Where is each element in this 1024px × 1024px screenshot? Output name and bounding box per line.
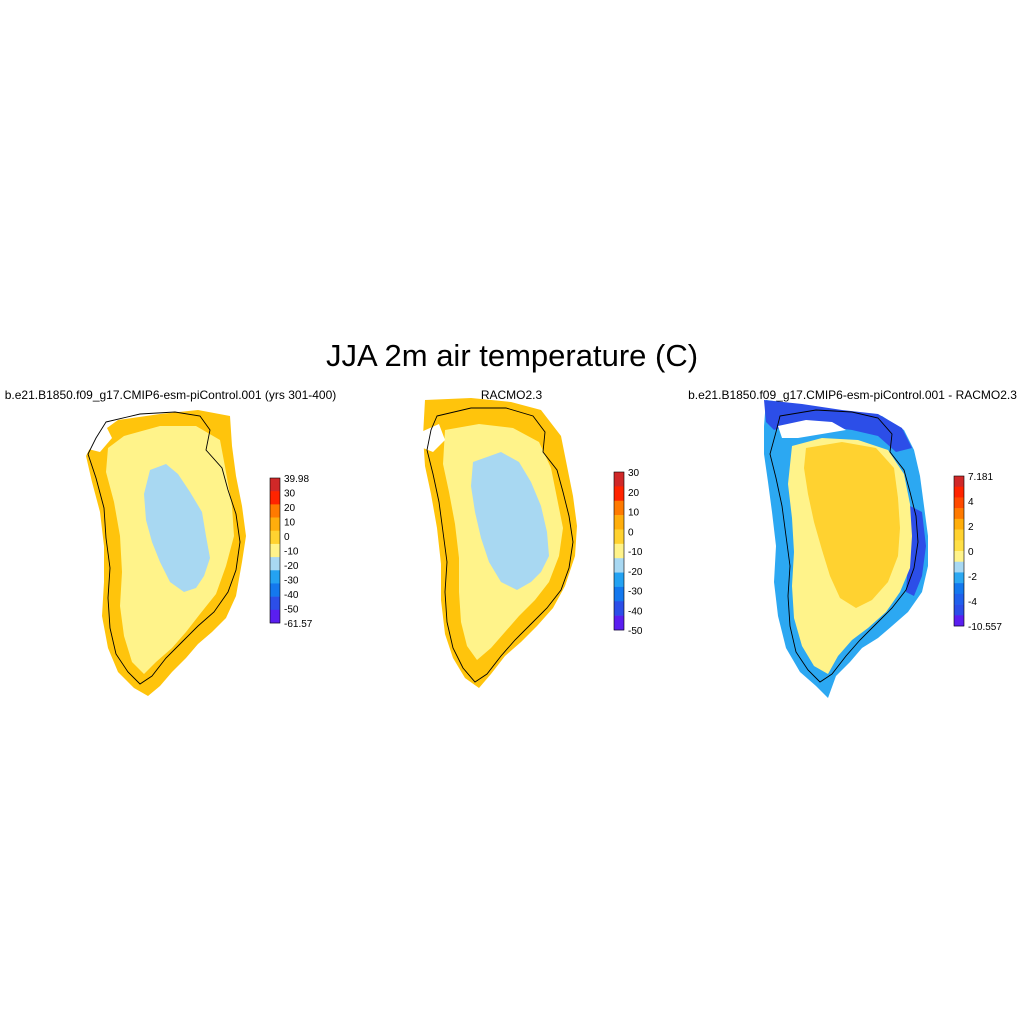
colorbar-swatch xyxy=(614,500,624,516)
colorbar-swatch xyxy=(614,615,624,631)
colorbar-swatch xyxy=(614,601,624,616)
colorbar-swatch xyxy=(614,543,624,559)
colorbar-tick-label: 20 xyxy=(628,488,640,499)
colorbar-frame xyxy=(269,477,281,624)
colorbar: 7.181 4 2 0 -2 -4 -10.557 xyxy=(953,472,1002,633)
colorbar-tick-label: -20 xyxy=(284,561,299,572)
colorbar-tick-label: 7.181 xyxy=(968,472,993,483)
colorbar-tick-label: 0 xyxy=(968,547,974,558)
colorbar-swatch xyxy=(614,529,624,545)
colorbar-swatch xyxy=(614,558,624,573)
colorbar-swatch xyxy=(954,529,964,541)
field-orange-core xyxy=(804,442,900,608)
colorbar-tick-label: 30 xyxy=(628,468,640,479)
colorbar-swatch xyxy=(270,583,280,597)
colorbar-tick-label: -2 xyxy=(968,572,977,583)
colorbar-tick-label: 30 xyxy=(284,489,296,500)
white-gap xyxy=(778,420,846,438)
colorbar-tick-label: -61.57 xyxy=(284,619,313,630)
colorbar: 30 20 10 0 -10 -20 -30 -40 -50 xyxy=(613,468,643,637)
colorbar-tick-label: 2 xyxy=(968,522,974,533)
colorbar-swatch xyxy=(270,543,280,558)
colorbar-tick-label: -10 xyxy=(628,547,643,558)
panel-model: b.e21.B1850.f09_g17.CMIP6-esm-piControl.… xyxy=(0,386,341,706)
colorbar-tick-label: -50 xyxy=(628,626,643,637)
colorbar-tick-label: 0 xyxy=(284,532,290,543)
land-coastline xyxy=(769,409,919,683)
colorbar-swatch xyxy=(270,609,280,624)
panel-title-model: b.e21.B1850.f09_g17.CMIP6-esm-piControl.… xyxy=(4,388,337,402)
colorbar-tick-label: -10 xyxy=(284,547,299,558)
colorbar-swatch xyxy=(954,593,964,605)
colorbar-swatch xyxy=(270,530,280,545)
map-racmo: 30 20 10 0 -10 -20 -30 -40 -50 xyxy=(421,398,643,688)
colorbar-swatch xyxy=(954,561,964,573)
map-model: 39.98 30 20 10 0 -10 -20 -30 -40 -50 -61.57 xyxy=(80,410,313,696)
colorbar-swatch xyxy=(954,551,964,563)
colorbar-swatch xyxy=(270,570,280,584)
white-gap xyxy=(421,424,445,452)
colorbar-tick-label: 4 xyxy=(968,497,974,508)
colorbar-swatch xyxy=(270,491,280,505)
colorbar-tick-label: -10.557 xyxy=(968,622,1002,633)
colorbar-frame xyxy=(613,471,625,631)
land-coastline xyxy=(87,411,241,685)
colorbar-tick-label: -4 xyxy=(968,597,977,608)
colorbar-swatch xyxy=(954,615,964,627)
colorbar-swatch xyxy=(954,497,964,509)
colorbar-swatch xyxy=(954,540,964,552)
colorbar-tick-label: -30 xyxy=(284,576,299,587)
colorbar-tick-label: 0 xyxy=(628,527,634,538)
colorbar-tick-label: -30 xyxy=(628,587,643,598)
colorbar-swatch xyxy=(614,572,624,588)
colorbar-swatch xyxy=(614,472,624,487)
white-gap xyxy=(80,422,112,452)
colorbar-tick-label: -20 xyxy=(628,567,643,578)
colorbar-tick-label: 20 xyxy=(284,503,296,514)
colorbar-tick-label: -50 xyxy=(284,605,299,616)
field-blue-core xyxy=(144,464,210,592)
colorbar-swatch xyxy=(954,486,964,498)
colorbar-swatch xyxy=(954,508,964,520)
colorbar-swatch xyxy=(614,586,624,602)
colorbar-swatch xyxy=(614,486,624,502)
colorbar-swatch xyxy=(954,572,964,584)
colorbar-swatch xyxy=(270,478,280,492)
panel-title-difference: b.e21.B1850.f09_g17.CMIP6-esm-piControl.… xyxy=(688,388,1017,402)
colorbar-tick-label: 10 xyxy=(628,508,640,519)
figure-title: JJA 2m air temperature (C) xyxy=(325,338,699,373)
colorbar-swatch xyxy=(270,517,280,532)
colorbar-swatch xyxy=(954,518,964,530)
colorbar-swatch xyxy=(954,476,964,488)
colorbar-tick-label: -40 xyxy=(628,606,643,617)
panel-title-racmo: RACMO2.3 xyxy=(480,388,543,402)
field-blue-core xyxy=(471,452,549,590)
colorbar-frame xyxy=(953,475,965,627)
colorbar: 39.98 30 20 10 0 -10 -20 -30 -40 -50 -61.57 xyxy=(269,474,313,630)
colorbar-tick-label: 10 xyxy=(284,518,296,529)
colorbar-swatch xyxy=(954,583,964,595)
colorbar-swatch xyxy=(954,604,964,616)
panel-difference: b.e21.B1850.f09_g17.CMIP6-esm-piControl.… xyxy=(682,386,1023,706)
map-difference: 7.181 4 2 0 -2 -4 -10.557 xyxy=(764,400,1002,698)
colorbar-tick-label: -40 xyxy=(284,590,299,601)
colorbar-swatch xyxy=(270,557,280,571)
colorbar-swatch xyxy=(614,515,624,530)
colorbar-swatch xyxy=(270,596,280,611)
land-coastline xyxy=(426,407,574,683)
panel-racmo: RACMO2.3 30 20 10 0 -10 -20 -30 -40 -50 xyxy=(341,386,682,706)
colorbar-swatch xyxy=(270,504,280,518)
colorbar-tick-label: 39.98 xyxy=(284,474,309,485)
